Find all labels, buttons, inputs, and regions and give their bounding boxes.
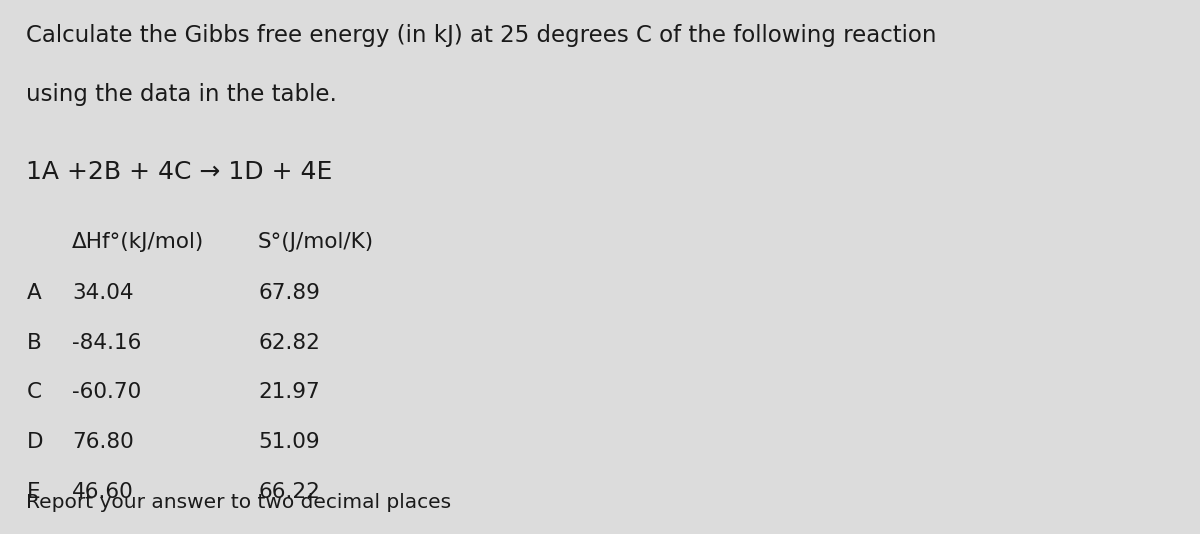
Text: C: C [26, 382, 41, 402]
Text: E: E [26, 482, 40, 501]
Text: 62.82: 62.82 [258, 333, 320, 352]
Text: 21.97: 21.97 [258, 382, 319, 402]
Text: D: D [26, 432, 43, 452]
Text: -84.16: -84.16 [72, 333, 142, 352]
Text: Calculate the Gibbs free energy (in kJ) at 25 degrees C of the following reactio: Calculate the Gibbs free energy (in kJ) … [26, 24, 937, 47]
Text: 1A +2B + 4C → 1D + 4E: 1A +2B + 4C → 1D + 4E [26, 160, 332, 184]
Text: 76.80: 76.80 [72, 432, 133, 452]
Text: 66.22: 66.22 [258, 482, 320, 501]
Text: 67.89: 67.89 [258, 283, 320, 303]
Text: Report your answer to two decimal places: Report your answer to two decimal places [26, 492, 451, 512]
Text: B: B [26, 333, 41, 352]
Text: A: A [26, 283, 41, 303]
Text: -60.70: -60.70 [72, 382, 142, 402]
Text: using the data in the table.: using the data in the table. [26, 83, 337, 106]
Text: 46.60: 46.60 [72, 482, 133, 501]
Text: ΔHf°(kJ/mol): ΔHf°(kJ/mol) [72, 232, 204, 252]
Text: S°(J/mol/K): S°(J/mol/K) [258, 232, 374, 252]
Text: 51.09: 51.09 [258, 432, 319, 452]
Text: 34.04: 34.04 [72, 283, 133, 303]
